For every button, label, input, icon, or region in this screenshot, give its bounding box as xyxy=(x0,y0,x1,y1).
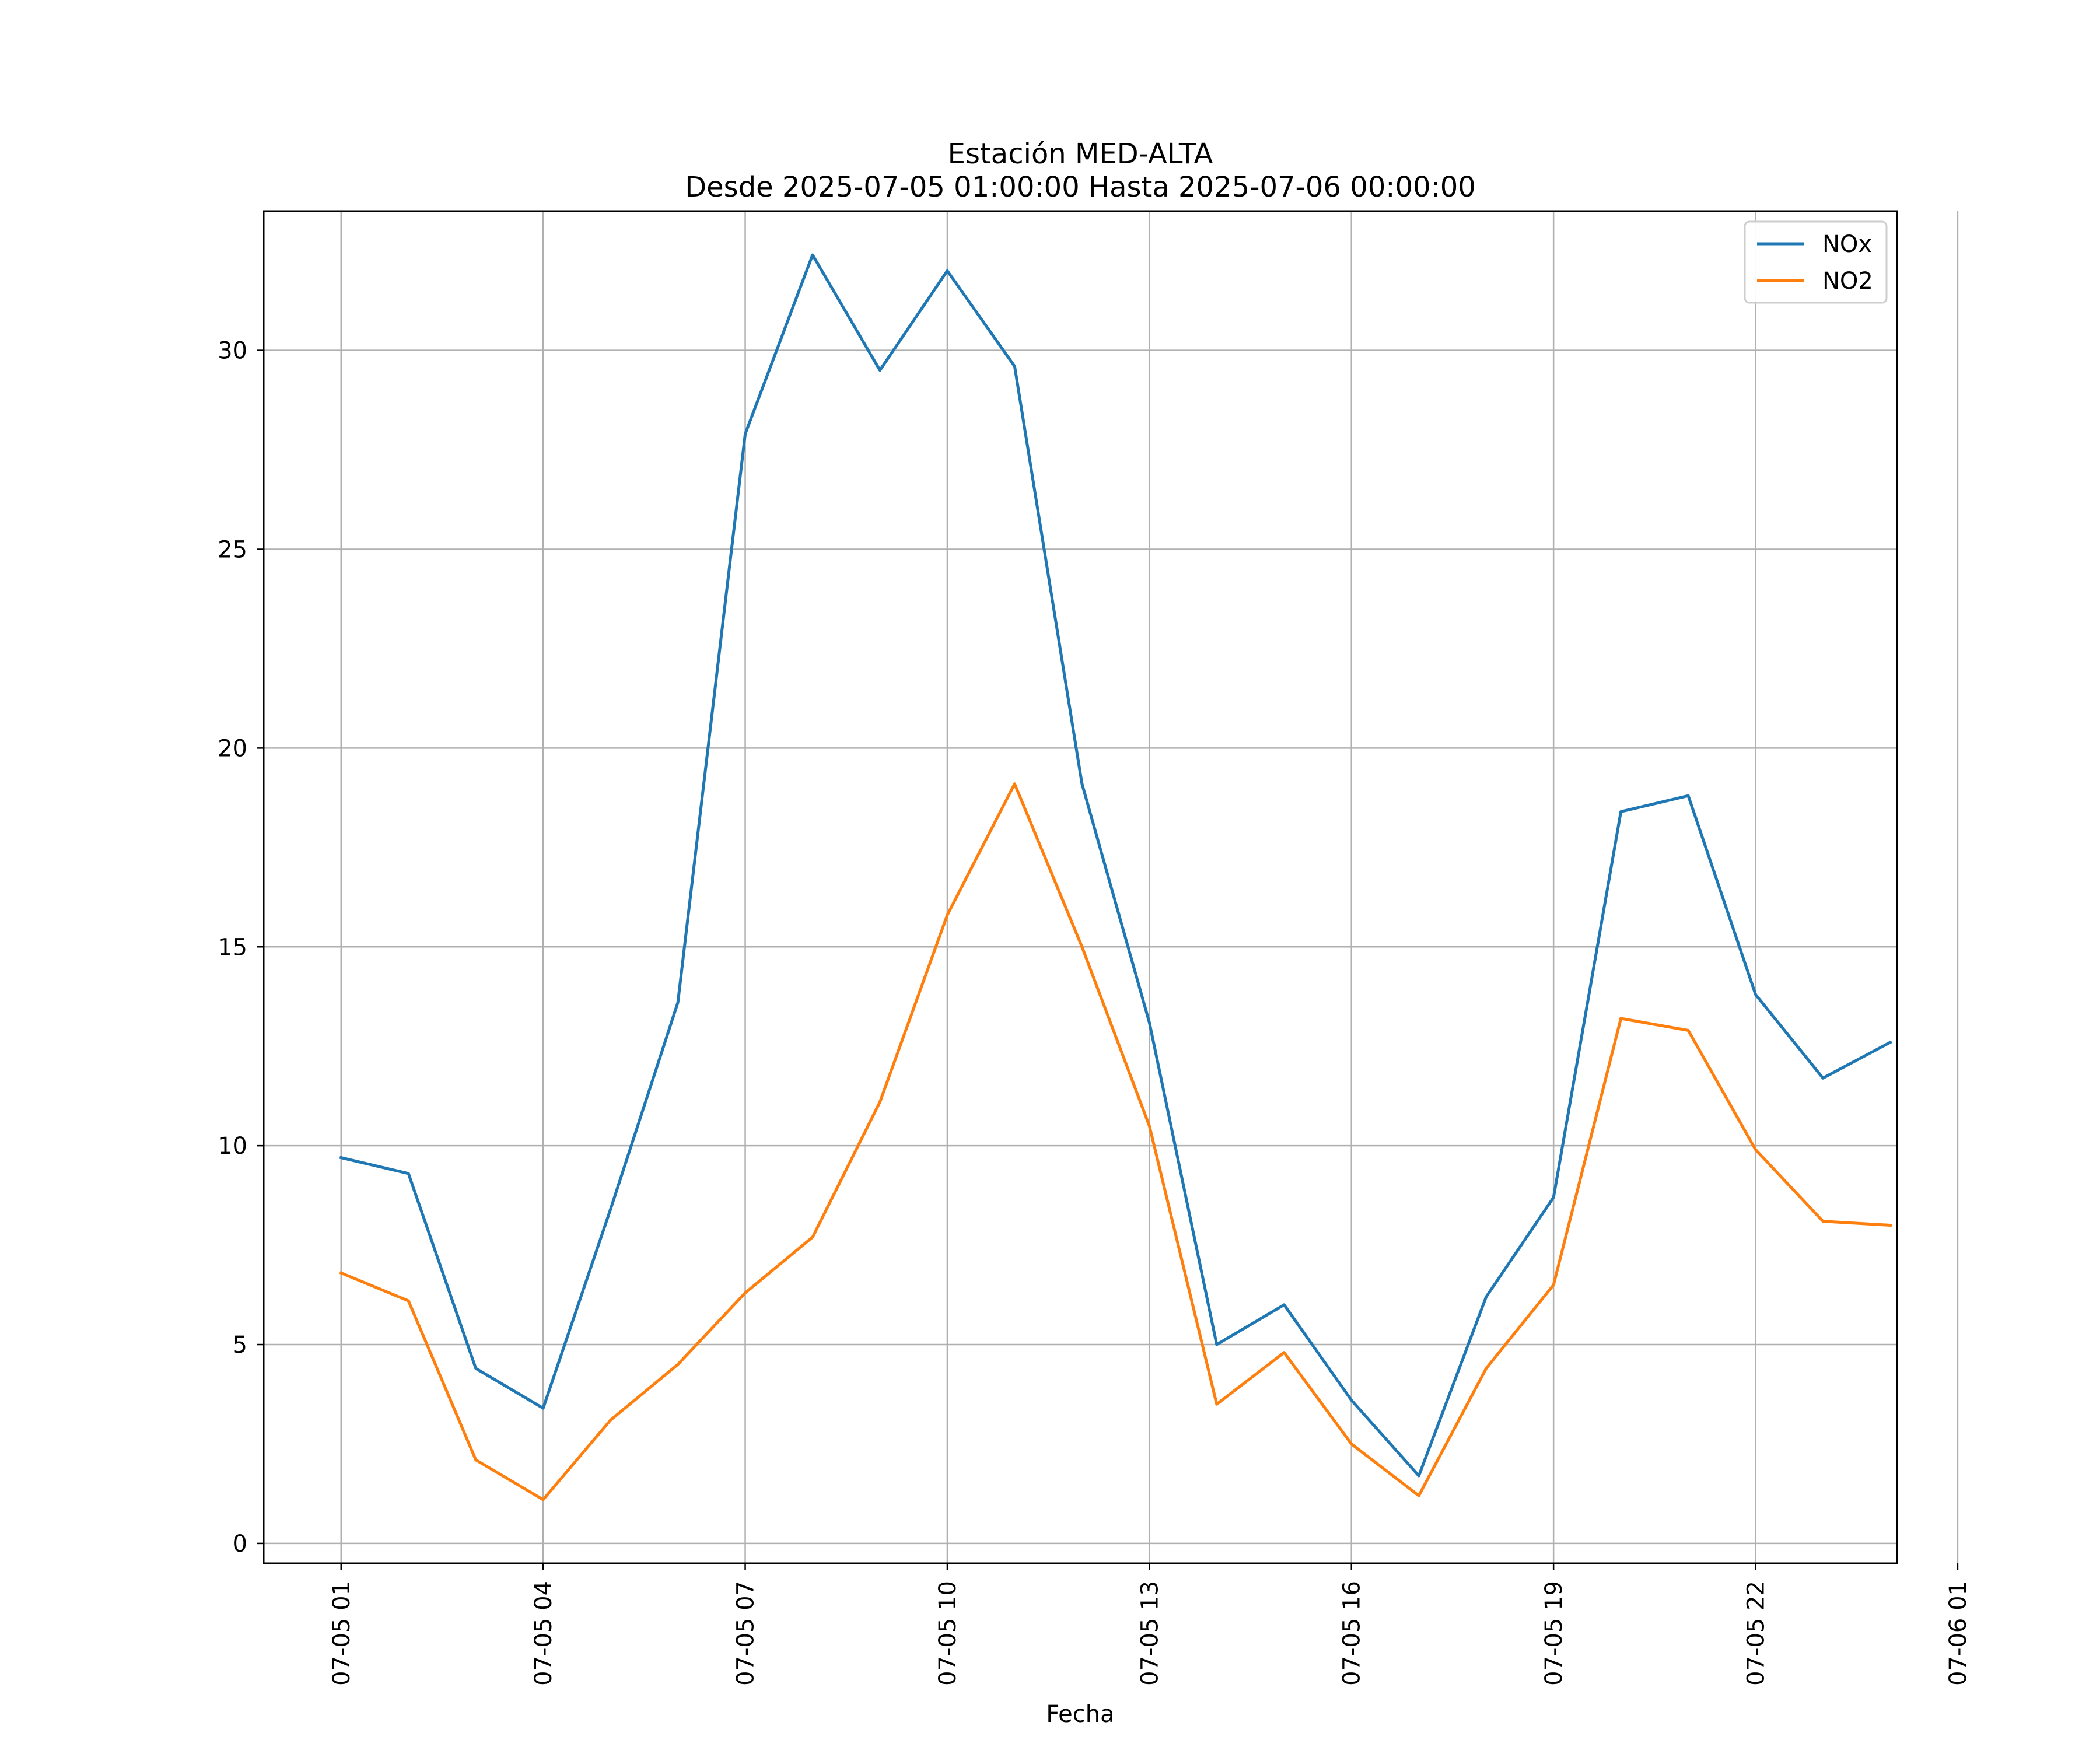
data-point-nox xyxy=(744,432,747,436)
plot-frame xyxy=(262,210,1898,1564)
x-tick-label: 07-05 04 xyxy=(530,1581,557,1686)
legend-box xyxy=(1744,220,1888,304)
series-lines xyxy=(339,253,1892,1502)
series-line-nox xyxy=(339,253,1892,1478)
data-point-no2 xyxy=(1754,1148,1758,1152)
data-point-nox xyxy=(1147,1021,1151,1024)
data-point-nox xyxy=(878,369,881,372)
data-point-no2 xyxy=(1821,1220,1825,1223)
data-point-no2 xyxy=(1552,1283,1555,1287)
data-point-no2 xyxy=(407,1299,410,1303)
x-tick-label: 07-06 01 xyxy=(1945,1581,1972,1686)
data-point-no2 xyxy=(878,1100,881,1104)
y-tick-label: 25 xyxy=(218,537,247,564)
x-tick-label: 07-05 16 xyxy=(1339,1581,1366,1686)
data-point-no2 xyxy=(340,1271,343,1275)
x-tick-label: 07-05 01 xyxy=(328,1581,355,1686)
data-point-no2 xyxy=(1686,1028,1690,1032)
data-point-nox xyxy=(811,253,814,257)
x-axis: 07-05 01 07-05 04 07-05 07 07-05 10 07-05 13… xyxy=(328,1563,1972,1686)
data-point-nox xyxy=(1080,782,1084,786)
y-tick-label: 30 xyxy=(218,338,247,365)
data-point-nox xyxy=(541,1406,545,1410)
data-point-nox xyxy=(1619,810,1623,813)
data-point-no2 xyxy=(1888,1224,1892,1227)
x-tick-label: 07-05 07 xyxy=(733,1581,760,1686)
data-point-no2 xyxy=(1619,1017,1623,1020)
x-tick-label: 07-05 19 xyxy=(1541,1581,1567,1686)
data-point-nox xyxy=(1215,1343,1219,1346)
data-point-no2 xyxy=(541,1498,545,1502)
data-point-nox xyxy=(340,1156,343,1160)
y-tick-label: 20 xyxy=(218,735,247,762)
data-point-nox xyxy=(609,1208,612,1211)
data-point-nox xyxy=(474,1367,478,1370)
data-point-nox xyxy=(1552,1196,1555,1199)
data-point-nox xyxy=(1485,1295,1488,1298)
data-point-no2 xyxy=(811,1236,814,1239)
data-point-nox xyxy=(1686,794,1690,797)
data-point-nox xyxy=(1821,1076,1825,1080)
data-point-no2 xyxy=(1417,1494,1420,1497)
data-point-nox xyxy=(1754,993,1758,996)
data-point-no2 xyxy=(676,1363,680,1366)
data-point-no2 xyxy=(609,1419,612,1422)
data-point-no2 xyxy=(1013,782,1016,786)
x-tick-label: 07-05 22 xyxy=(1743,1581,1770,1686)
x-tick-label: 07-05 13 xyxy=(1136,1581,1163,1686)
data-point-nox xyxy=(1888,1041,1892,1044)
series-line-no2 xyxy=(339,782,1892,1502)
data-point-nox xyxy=(1282,1303,1286,1307)
data-point-nox xyxy=(1013,365,1016,368)
data-point-nox xyxy=(946,269,949,272)
data-point-no2 xyxy=(744,1291,747,1294)
y-tick-label: 15 xyxy=(218,934,247,961)
chart-title-line1: Estación MED-ALTA xyxy=(948,138,1213,170)
y-axis: 0 5 10 15 20 25 30 xyxy=(218,338,264,1558)
y-tick-label: 0 xyxy=(233,1531,247,1558)
x-tick-label: 07-05 10 xyxy=(935,1581,961,1686)
data-point-no2 xyxy=(946,914,949,917)
legend-label-nox: NOx xyxy=(1822,231,1872,258)
data-point-no2 xyxy=(1282,1351,1286,1354)
data-point-nox xyxy=(1417,1474,1420,1478)
data-point-nox xyxy=(1350,1398,1353,1402)
data-point-no2 xyxy=(1485,1367,1488,1370)
data-point-no2 xyxy=(1215,1402,1219,1406)
y-tick-label: 10 xyxy=(218,1133,247,1160)
x-axis-label: Fecha xyxy=(1046,1701,1114,1728)
data-point-no2 xyxy=(1080,945,1084,949)
data-point-nox xyxy=(407,1172,410,1175)
y-tick-label: 5 xyxy=(233,1332,247,1359)
legend: NOx NO2 xyxy=(1744,220,1888,304)
data-point-no2 xyxy=(1147,1124,1151,1128)
chart-title-line2: Desde 2025-07-05 01:00:00 Hasta 2025-07-… xyxy=(685,171,1476,204)
grid xyxy=(264,211,1959,1563)
data-point-no2 xyxy=(474,1458,478,1462)
data-point-no2 xyxy=(1350,1442,1353,1446)
legend-label-no2: NO2 xyxy=(1822,268,1873,295)
data-point-nox xyxy=(676,1001,680,1005)
